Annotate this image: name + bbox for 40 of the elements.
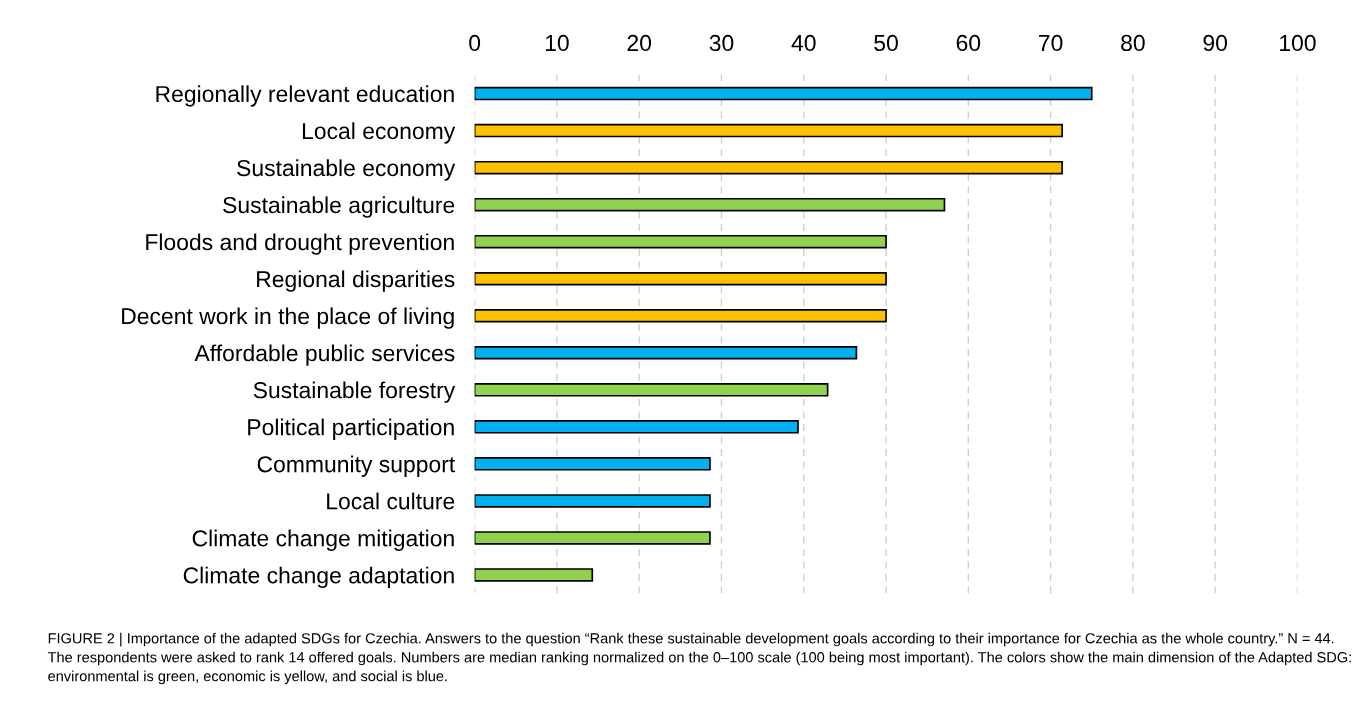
x-tick-label: 50 bbox=[874, 34, 898, 52]
y-tick-label: Decent work in the place of living bbox=[122, 307, 454, 329]
bar bbox=[474, 123, 1063, 138]
y-tick-label: Regionally relevant education bbox=[156, 85, 454, 107]
y-tick-label: Sustainable economy bbox=[237, 159, 456, 181]
y-tick-label: Affordable public services bbox=[194, 344, 455, 366]
x-tick-label: 70 bbox=[1039, 34, 1063, 52]
y-tick-label: Sustainable agriculture bbox=[223, 196, 455, 218]
y-tick-label: Regional disparities bbox=[257, 270, 455, 292]
x-tick-label: 10 bbox=[545, 34, 569, 52]
bar bbox=[474, 197, 946, 212]
bar bbox=[474, 308, 887, 323]
x-tick-label: 30 bbox=[709, 34, 734, 52]
bar bbox=[474, 271, 887, 286]
y-tick-label: Sustainable forestry bbox=[253, 381, 456, 403]
bar bbox=[474, 86, 1093, 101]
x-tick-label: 20 bbox=[627, 34, 652, 52]
x-tick-label: 90 bbox=[1203, 34, 1228, 52]
bar bbox=[474, 160, 1063, 175]
x-tick-label: 80 bbox=[1121, 34, 1145, 52]
y-tick-label: Community support bbox=[257, 455, 456, 477]
caption: FIGURE 2 | Importance of the adapted SDGs for Czechia. Answers to the question “Rank these sustainable development goals according to their importance for Czechia as the whole country.” N = 44. The respondents were asked to rank 14 offered goals. Numbers are median ranking normalized on the 0–100 scale (100 being most important). The colors show the main dimension of the Adapted SDG: environmental is green, economic is yellow, and social is blue. bbox=[47, 632, 1351, 685]
y-tick-label: Climate change adaptation bbox=[183, 566, 454, 588]
bar bbox=[474, 383, 829, 397]
bar bbox=[474, 234, 887, 249]
bar bbox=[474, 531, 711, 545]
bar bbox=[474, 568, 594, 582]
y-tick-label: Climate change mitigation bbox=[192, 529, 454, 551]
y-tick-label: Local economy bbox=[302, 122, 456, 144]
x-tick-label: 40 bbox=[791, 34, 816, 52]
bar bbox=[474, 494, 711, 508]
x-tick-label: 100 bbox=[1280, 34, 1316, 52]
bar bbox=[474, 420, 799, 434]
bar bbox=[474, 457, 711, 471]
x-tick-label: 60 bbox=[956, 34, 981, 52]
y-tick-label: Political participation bbox=[248, 418, 454, 440]
x-tick-label: 0 bbox=[469, 34, 481, 52]
y-tick-label: Floods and drought prevention bbox=[146, 233, 454, 255]
y-tick-label: Local culture bbox=[327, 492, 455, 510]
bar bbox=[474, 346, 858, 360]
